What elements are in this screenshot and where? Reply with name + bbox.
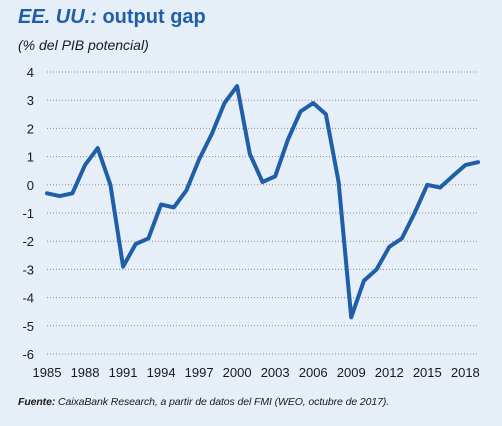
source-note-text: CaixaBank Research, a partir de datos de… xyxy=(55,396,390,408)
x-tick-label: 1997 xyxy=(185,365,214,380)
x-tick-label: 2003 xyxy=(261,365,290,380)
chart-title-country: EE. UU.: xyxy=(18,6,97,28)
source-note-label: Fuente: xyxy=(18,396,56,408)
x-tick-label: 1985 xyxy=(33,365,62,380)
x-tick-label: 2000 xyxy=(223,365,252,380)
y-tick-label: -2 xyxy=(22,234,34,249)
x-tick-label: 2006 xyxy=(299,365,328,380)
y-tick-label: -5 xyxy=(22,319,34,334)
y-tick-label: 2 xyxy=(27,121,34,136)
chart-title-text: output gap xyxy=(96,6,206,28)
chart-title: EE. UU.: output gap xyxy=(18,6,206,29)
y-tick-label: 3 xyxy=(27,93,34,108)
x-tick-label: 2018 xyxy=(451,365,480,380)
y-tick-label: -6 xyxy=(22,347,34,362)
x-tick-label: 1994 xyxy=(147,365,176,380)
chart-subtitle: (% del PIB potencial) xyxy=(18,37,149,53)
series-layer xyxy=(45,84,480,320)
source-note: Fuente: CaixaBank Research, a partir de … xyxy=(18,396,389,408)
x-tick-label: 2015 xyxy=(413,365,442,380)
series-line-0 xyxy=(45,84,480,320)
y-tick-label: -3 xyxy=(22,262,34,277)
x-axis-ticks: 1985 1988 1991 1994 1997 2000 2003 2006 2009 2012… xyxy=(33,365,480,380)
x-tick-label: 1988 xyxy=(71,365,100,380)
y-tick-label: 1 xyxy=(27,150,34,165)
y-tick-label: 0 xyxy=(27,178,34,193)
y-tick-label: -1 xyxy=(22,206,34,221)
y-tick-label: -4 xyxy=(22,291,34,306)
y-tick-label: 4 xyxy=(27,65,34,80)
x-tick-label: 1991 xyxy=(109,365,138,380)
x-tick-label: 2009 xyxy=(337,365,366,380)
y-axis-ticks: 4 3 2 1 0 -1 -2 -3 -4 -5 -6 xyxy=(22,65,34,362)
x-tick-label: 2012 xyxy=(375,365,404,380)
